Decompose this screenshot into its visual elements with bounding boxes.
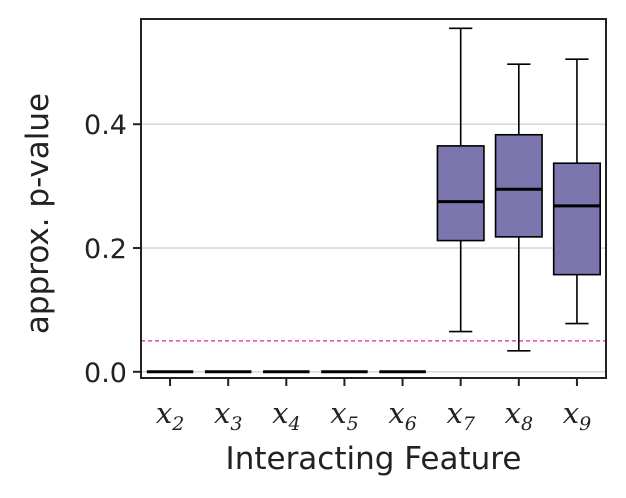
x-tick-label-subscript: 8 — [521, 413, 533, 435]
plot-frame — [140, 18, 607, 379]
y-axis-ticks: 0.0 0.2 0.4 — [84, 110, 141, 389]
x-tick-label-subscript: 4 — [287, 413, 300, 435]
x-tick-label-subscript: 3 — [230, 413, 242, 435]
y-tick-label-0: 0.0 — [84, 358, 127, 389]
x-tick-label-base: x — [388, 396, 404, 430]
box-body — [436, 145, 485, 242]
x-tick-label-base: x — [446, 396, 462, 430]
x-axis-title: Interacting Feature — [226, 441, 522, 477]
x-tick-label-4: x6 — [388, 396, 416, 435]
x-tick-label-base: x — [330, 396, 346, 430]
y-tick-label-1: 0.2 — [84, 234, 127, 265]
x-tick-label-1: x3 — [214, 396, 242, 435]
x-tick-label-base: x — [214, 396, 230, 430]
x-tick-label-subscript: 7 — [463, 413, 476, 435]
y-tick-label-2: 0.4 — [84, 110, 127, 141]
x-tick-label-subscript: 6 — [405, 413, 417, 435]
x-tick-label-base: x — [505, 396, 521, 430]
x-tick-label-subscript: 9 — [579, 413, 591, 435]
box-x7 — [436, 27, 485, 333]
x-tick-label-subscript: 2 — [171, 413, 184, 435]
box-body — [552, 162, 601, 276]
box-body — [494, 133, 543, 238]
x-axis-ticks: x2 x3 x4 x5 x6 x7 x8 x9 — [156, 378, 591, 435]
boxes-layer — [146, 27, 601, 374]
x-tick-label-base: x — [272, 396, 288, 430]
y-axis-title: approx. p-value — [20, 93, 56, 334]
x-tick-label-subscript: 5 — [347, 413, 359, 435]
x-tick-label-base: x — [563, 396, 579, 430]
box-x9 — [552, 58, 601, 325]
x-tick-label-0: x2 — [156, 396, 184, 435]
x-tick-label-7: x9 — [563, 396, 591, 435]
x-tick-label-2: x4 — [272, 396, 300, 435]
x-tick-label-base: x — [156, 396, 172, 430]
box-x8 — [494, 63, 543, 352]
x-tick-label-5: x7 — [446, 396, 475, 435]
x-tick-label-3: x5 — [330, 396, 358, 435]
x-tick-label-6: x8 — [505, 396, 533, 435]
